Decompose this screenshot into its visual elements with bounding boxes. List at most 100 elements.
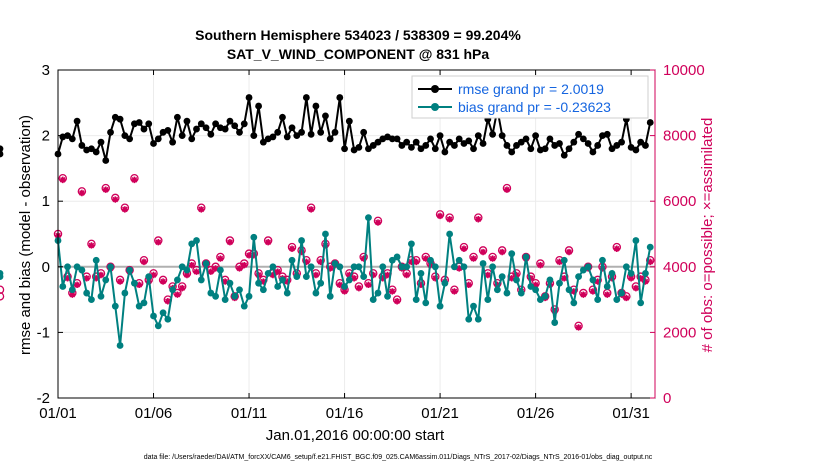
obs-assimilated-point — [260, 278, 267, 285]
bias-point — [317, 279, 325, 287]
obs-assimilated-point — [174, 291, 181, 298]
bias-point — [64, 263, 71, 271]
y-left-tick-label: -1 — [37, 324, 50, 341]
bias-point — [498, 273, 506, 281]
obs-assimilated-point — [212, 265, 219, 272]
rmse-point — [522, 135, 530, 143]
obs-assimilated-point — [537, 261, 544, 269]
rmse-point — [202, 124, 210, 132]
rmse-point — [412, 138, 420, 146]
rmse-point — [470, 145, 477, 153]
bias-series — [0, 214, 654, 349]
obs-assimilated-point — [632, 284, 640, 292]
bias-point — [632, 237, 640, 244]
rmse-point — [212, 120, 220, 128]
obs-assimilated-point — [556, 258, 563, 266]
bias-point — [302, 273, 310, 281]
bias-point — [393, 253, 401, 261]
chart-subtitle: SAT_V_WIND_COMPONENT @ 831 hPa — [227, 46, 490, 62]
rmse-point — [465, 137, 473, 145]
obs-assimilated-point — [613, 245, 620, 252]
x-tick-label: 01/26 — [517, 405, 555, 422]
obs-assimilated-point — [627, 275, 635, 282]
obs-assimilated-point — [393, 298, 401, 305]
obs-assimilated-point — [274, 268, 281, 275]
bias-point — [331, 260, 339, 267]
obs-assimilated-point — [284, 278, 291, 285]
bias-point — [322, 230, 329, 238]
rmse-point — [451, 142, 458, 149]
obs-assimilated-point — [503, 186, 511, 193]
bias-point — [474, 315, 482, 323]
bias-point — [183, 266, 191, 274]
obs-assimilated-point — [303, 258, 310, 266]
bias-point — [355, 263, 363, 271]
obs-assimilated-point — [389, 288, 396, 295]
rmse-point — [565, 145, 573, 153]
bias-point — [274, 283, 282, 290]
obs-assimilated-point — [155, 239, 162, 246]
rmse-point — [64, 132, 71, 140]
rmse-point — [441, 148, 449, 156]
rmse-point — [374, 138, 382, 146]
bias-point — [269, 263, 277, 271]
rmse-point — [584, 140, 592, 147]
rmse-point — [279, 113, 286, 121]
bias-point — [236, 286, 243, 294]
y-left-axis-label: rmse and bias (model - observation) — [17, 115, 34, 355]
rmse-point — [503, 142, 511, 149]
rmse-point — [479, 140, 487, 147]
rmse-point — [613, 142, 621, 149]
rmse-point — [312, 102, 320, 110]
obs-assimilated-point — [637, 275, 644, 282]
y-left-tick-label: 2 — [42, 128, 50, 145]
bias-point — [522, 253, 530, 261]
bias-point — [131, 279, 138, 287]
obs-assimilated-point — [288, 245, 296, 252]
obs-assimilated-point — [408, 258, 415, 266]
obs-assimilated-point — [413, 258, 420, 266]
rmse-point — [556, 140, 563, 147]
bias-point — [646, 243, 654, 251]
rmse-point — [207, 130, 215, 138]
bias-point — [197, 276, 205, 284]
obs-assimilated-point — [479, 248, 487, 256]
obs-assimilated-point — [245, 252, 253, 259]
rmse-point — [197, 120, 205, 128]
legend-rmse-marker — [431, 85, 439, 93]
bias-point — [126, 266, 134, 274]
axes — [57, 69, 656, 399]
obs-assimilated-point — [193, 268, 200, 275]
rmse-point — [255, 102, 262, 110]
obs-assimilated-point — [594, 278, 601, 285]
obs-assimilated-point — [532, 281, 539, 289]
obs-assimilated-point — [370, 271, 377, 279]
obs-assimilated-point — [403, 271, 410, 279]
obs-assimilated-point — [73, 281, 81, 289]
obs-assimilated-point — [561, 275, 568, 282]
rmse-point — [637, 138, 645, 146]
obs-assimilated-point — [508, 275, 515, 282]
rmse-point — [140, 125, 148, 133]
y-right-axis-label: # of obs: o=possible; ×=assimilated — [699, 118, 716, 353]
obs-assimilated-point — [93, 275, 100, 282]
bias-point — [379, 263, 387, 271]
obs-assimilated-point — [226, 239, 234, 246]
bias-point — [551, 319, 559, 326]
rmse-point — [73, 117, 81, 125]
obs-assimilated-point — [207, 268, 215, 275]
rmse-point — [632, 146, 640, 154]
y-left-tick-label: 0 — [42, 259, 50, 276]
rmse-point — [92, 148, 100, 156]
x-tick-label: 01/01 — [39, 405, 77, 422]
bias-point — [412, 296, 420, 303]
bias-point — [350, 263, 358, 271]
obs-assimilated-point — [355, 284, 363, 292]
rmse-point — [116, 115, 124, 123]
legend-rmse-label: rmse grand pr = 2.0019 — [458, 81, 604, 97]
bias-point — [121, 289, 129, 297]
obs-assimilated-point — [150, 271, 157, 279]
rmse-point — [126, 135, 134, 143]
bias-point — [341, 283, 348, 290]
obs-assimilated-point — [241, 261, 248, 269]
